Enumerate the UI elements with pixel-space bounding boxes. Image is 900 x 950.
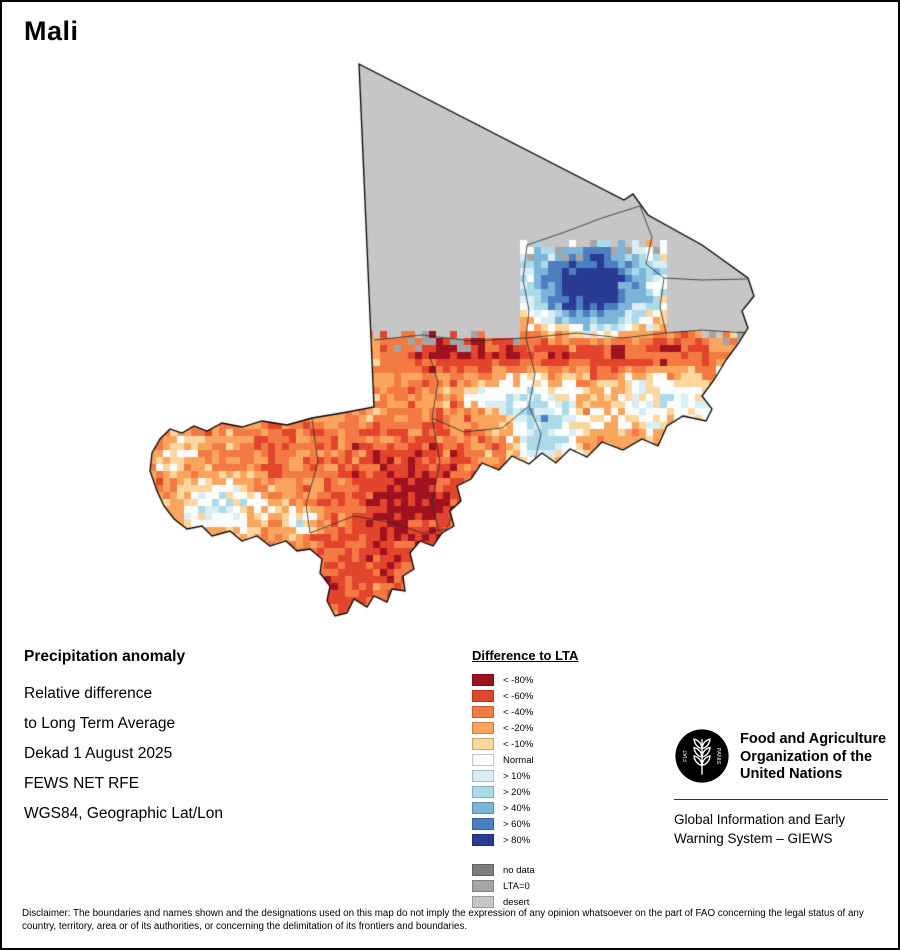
legend-label: no data	[503, 864, 535, 876]
legend: Difference to LTA < -80% < -60% < -40% < -2…	[472, 648, 578, 910]
legend-swatch	[472, 754, 494, 766]
legend-entry: > 80%	[472, 832, 578, 848]
legend-swatch	[472, 690, 494, 702]
info-line: to Long Term Average	[24, 715, 176, 732]
legend-label: > 60%	[503, 818, 531, 830]
legend-entry: < -60%	[472, 688, 578, 704]
legend-label: desert	[503, 896, 530, 908]
legend-label: > 20%	[503, 786, 531, 798]
fao-org-line: Food and Agriculture	[740, 731, 887, 747]
legend-swatch	[472, 802, 494, 814]
legend-swatch	[472, 738, 494, 750]
legend-swatch	[472, 786, 494, 798]
fao-divider	[674, 799, 888, 800]
legend-swatch	[472, 722, 494, 734]
legend-label: < -20%	[503, 722, 534, 734]
fao-motto-panis: PANIS	[715, 748, 721, 765]
legend-label: > 40%	[503, 802, 531, 814]
legend-entry: no data	[472, 862, 578, 878]
legend-title: Difference to LTA	[472, 648, 579, 663]
wheat-icon	[693, 738, 711, 775]
legend-label: > 10%	[503, 770, 531, 782]
info-heading: Precipitation anomaly	[24, 648, 186, 665]
info-line: Dekad 1 August 2025	[24, 745, 173, 762]
giews-line: Warning System – GIEWS	[674, 831, 833, 846]
info-line: WGS84, Geographic Lat/Lon	[24, 805, 224, 822]
fao-logo: FIAT PANIS	[675, 729, 729, 783]
info-line: FEWS NET RFE	[24, 775, 140, 792]
legend-swatch	[472, 706, 494, 718]
legend-entry: > 60%	[472, 816, 578, 832]
legend-label: < -80%	[503, 674, 534, 686]
legend-entry: < -40%	[472, 704, 578, 720]
legend-entry: > 40%	[472, 800, 578, 816]
legend-anomaly-entries: < -80% < -60% < -40% < -20% < -10% Normal > 10…	[472, 672, 578, 848]
legend-swatch	[472, 834, 494, 846]
legend-label: < -60%	[503, 690, 534, 702]
legend-swatch	[472, 896, 494, 908]
legend-special-entries: no data LTA=0 desert	[472, 862, 578, 910]
legend-entry: Normal	[472, 752, 578, 768]
legend-label: LTA=0	[503, 880, 530, 892]
fao-header: FIAT PANIS Food and Agriculture Organiza…	[674, 728, 888, 784]
mali-precipitation-anomaly-map	[2, 2, 898, 652]
legend-entry: < -80%	[472, 672, 578, 688]
disclaimer: Disclaimer: The boundaries and names sho…	[22, 908, 864, 932]
legend-label: < -40%	[503, 706, 534, 718]
fao-org-line: Organization of the	[740, 748, 873, 765]
fao-org-line: United Nations	[740, 766, 843, 782]
legend-label: < -10%	[503, 738, 534, 750]
legend-label: > 80%	[503, 834, 531, 846]
map-info-block: Precipitation anomaly Relative differenc…	[24, 648, 223, 829]
legend-entry: desert	[472, 894, 578, 910]
legend-entry: < -10%	[472, 736, 578, 752]
legend-entry: < -20%	[472, 720, 578, 736]
legend-swatch	[472, 770, 494, 782]
legend-entry: LTA=0	[472, 878, 578, 894]
legend-entry: > 10%	[472, 768, 578, 784]
giews-line: Global Information and Early	[674, 812, 846, 827]
legend-swatch	[472, 818, 494, 830]
legend-swatch	[472, 864, 494, 876]
fao-org-name: Food and Agriculture Organization of the…	[740, 728, 886, 784]
legend-label: Normal	[503, 754, 534, 766]
page-title: Mali	[24, 16, 79, 46]
info-line: Relative difference	[24, 685, 153, 702]
fao-block: FIAT PANIS Food and Agriculture Organiza…	[674, 728, 888, 848]
giews-label: Global Information and Early Warning Sys…	[674, 810, 888, 848]
legend-swatch	[472, 674, 494, 686]
legend-entry: > 20%	[472, 784, 578, 800]
fao-motto-fiat: FIAT	[683, 750, 689, 762]
legend-swatch	[472, 880, 494, 892]
